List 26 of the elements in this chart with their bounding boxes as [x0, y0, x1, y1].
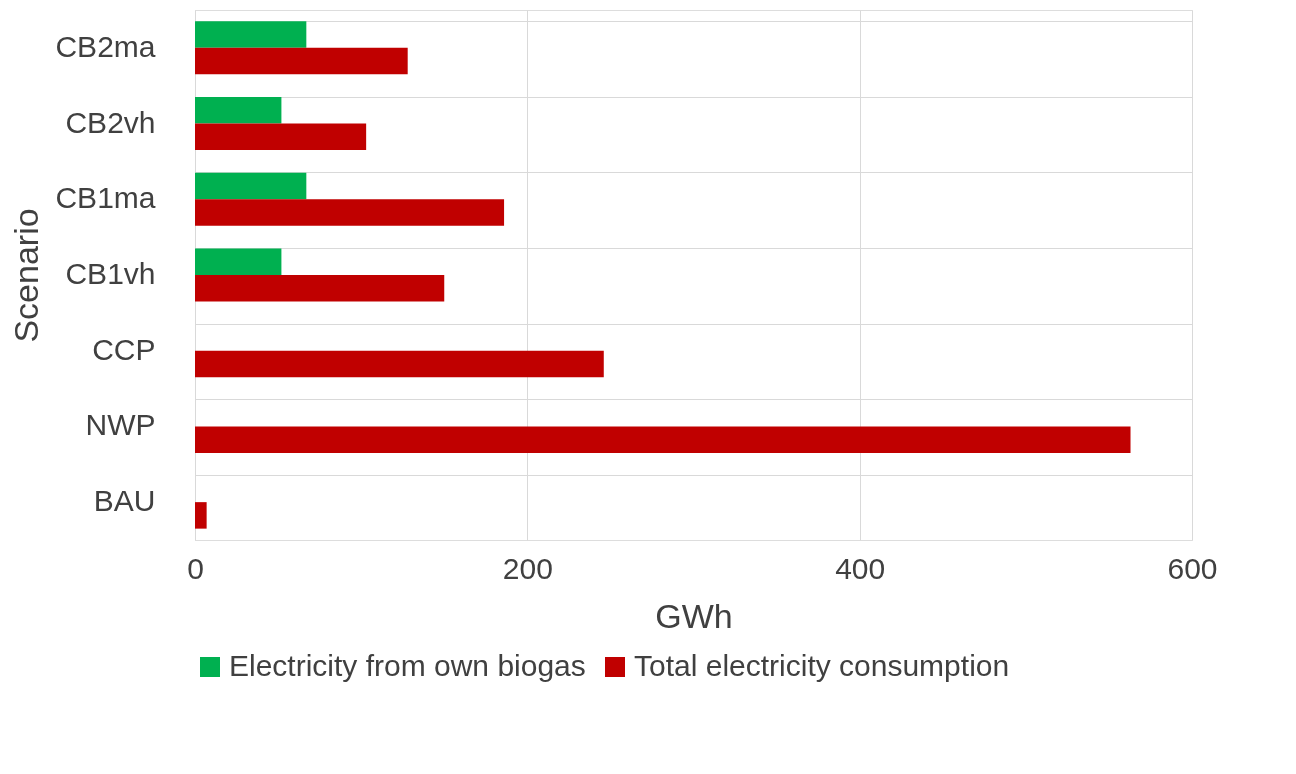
bar: [195, 426, 1131, 453]
bar: [195, 350, 604, 378]
y-tick-label: BAU: [93, 484, 156, 518]
x-tick-label: 400: [835, 551, 886, 585]
bar: [195, 123, 367, 151]
bar: [195, 248, 282, 275]
bar: [195, 199, 505, 226]
y-tick-label: CB2ma: [55, 29, 156, 63]
x-tick-label: 600: [1167, 551, 1218, 585]
x-tick-label: 0: [187, 551, 204, 585]
bar: [195, 47, 408, 75]
y-tick-label: CB2vh: [65, 105, 156, 139]
y-tick-label: CB1vh: [65, 257, 156, 290]
x-tick-label: 200: [502, 551, 553, 585]
y-axis-title: Scenario: [7, 208, 46, 343]
y-tick-label: CCP: [92, 332, 156, 366]
y-tick-label: NWP: [85, 408, 156, 442]
legend-label: Total electricity consumption: [634, 649, 1010, 682]
bar: [195, 275, 445, 302]
legend-label: Electricity from own biogas: [229, 649, 586, 682]
bar: [195, 97, 282, 124]
bar: [195, 172, 307, 200]
bar: [195, 502, 207, 529]
bar: [195, 21, 307, 48]
y-tick-label: CB1ma: [55, 181, 156, 215]
x-axis-title: GWh: [655, 596, 733, 635]
